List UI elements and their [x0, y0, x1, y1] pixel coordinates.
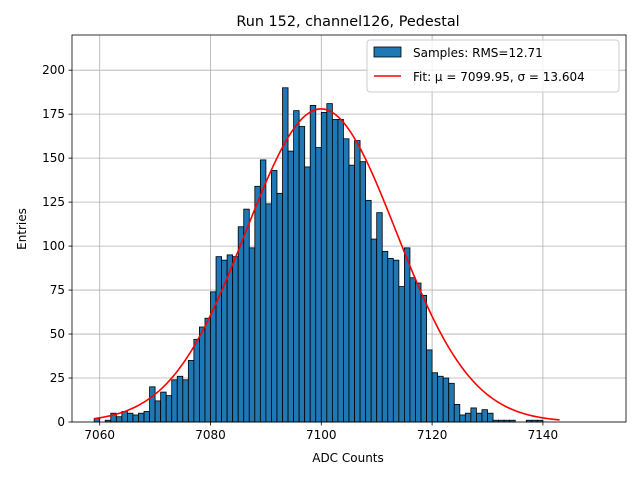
histogram-bar: [381, 250, 389, 423]
histogram-bar: [187, 360, 195, 423]
y-tick-label: 125: [42, 195, 65, 209]
histogram-bar: [215, 256, 222, 423]
histogram-bar: [453, 404, 461, 423]
x-axis-label: ADC Counts: [312, 451, 384, 465]
histogram-bar: [176, 375, 184, 423]
histogram-bar: [431, 372, 439, 423]
histogram-bar: [143, 411, 150, 423]
histogram-bar: [403, 247, 411, 423]
legend-bars-label: Samples: RMS=12.71: [413, 46, 543, 60]
histogram-bar: [265, 203, 272, 423]
histogram-bar: [127, 412, 134, 423]
histogram-bar: [459, 414, 466, 423]
y-tick-label: 200: [42, 63, 65, 77]
plot-frame: [71, 34, 627, 423]
x-tick-label: 7140: [528, 428, 559, 442]
histogram-bar: [248, 247, 256, 423]
y-axis: 0 25 50 75 100 125 150 175 200: [42, 63, 72, 429]
legend-box: [366, 39, 620, 93]
y-tick-label: 25: [50, 371, 65, 385]
histogram-bar: [365, 199, 372, 423]
histogram-bar: [193, 338, 200, 423]
histogram-bar: [470, 407, 477, 423]
histogram-bar: [448, 382, 455, 423]
histogram-bar: [243, 208, 250, 423]
histogram-bar: [326, 103, 333, 423]
histogram-bar: [320, 112, 328, 423]
histogram-bar: [426, 349, 433, 423]
histogram-bar: [276, 192, 283, 423]
histogram-bar: [149, 386, 156, 423]
histogram-bar: [442, 377, 450, 423]
histogram-bar: [392, 259, 400, 423]
histogram-bar: [237, 226, 245, 423]
y-tick-label: 0: [57, 415, 65, 429]
histogram-bar: [182, 379, 189, 423]
x-tick-label: 7120: [417, 428, 448, 442]
histogram-bar: [376, 212, 383, 423]
histogram-bar: [487, 412, 494, 423]
y-tick-label: 100: [42, 239, 65, 253]
histogram-bar: [287, 150, 294, 423]
histogram-bar: [160, 391, 167, 423]
histogram-bar: [298, 126, 306, 423]
x-tick-label: 7100: [306, 428, 337, 442]
legend-bars-swatch: [373, 46, 402, 58]
y-tick-label: 175: [42, 107, 65, 121]
legend-fit-label: Fit: μ = 7099.95, σ = 13.604: [413, 70, 585, 84]
gaussian-fit-curve: [94, 108, 560, 421]
chart-title: Run 152, channel126, Pedestal: [236, 14, 459, 30]
histogram-bar: [437, 375, 444, 423]
histogram-bar: [359, 161, 367, 423]
histogram-bar: [165, 395, 173, 423]
histogram-bar: [132, 414, 139, 423]
histogram-bar: [343, 138, 350, 423]
histogram-bar: [315, 147, 322, 423]
y-tick-label: 50: [50, 327, 65, 341]
histogram-bar: [354, 140, 361, 423]
histogram-bar: [481, 409, 488, 423]
histogram-bar: [398, 286, 405, 423]
histogram-bar: [415, 282, 422, 423]
histogram-bar: [293, 110, 300, 423]
legend: Samples: RMS=12.71 Fit: μ = 7099.95, σ =…: [366, 39, 620, 93]
histogram-bar: [232, 256, 239, 423]
histogram-bar: [331, 119, 339, 423]
histogram-bar: [370, 238, 378, 423]
histogram-bar: [409, 277, 416, 423]
histogram-bar: [337, 119, 344, 423]
x-tick-label: 7060: [84, 428, 115, 442]
x-tick-label: 7080: [195, 428, 226, 442]
histogram-bars: [93, 87, 544, 423]
histogram-bar: [138, 412, 145, 423]
histogram-bar: [476, 412, 483, 423]
histogram-bar: [464, 412, 472, 423]
histogram-bar: [154, 400, 162, 423]
histogram-bar: [420, 294, 427, 423]
histogram-bar: [271, 170, 278, 423]
histogram-bar: [387, 258, 394, 423]
x-axis: 7060 7080 7100 7120 7140: [84, 422, 558, 442]
histogram-bar: [259, 159, 267, 423]
histogram-bar: [115, 416, 123, 423]
y-tick-label: 150: [42, 151, 65, 165]
histogram-bar: [199, 326, 206, 423]
histogram-bar: [121, 411, 128, 423]
histogram-bar: [226, 254, 234, 423]
histogram-bar: [304, 166, 311, 423]
y-tick-label: 75: [50, 283, 65, 297]
histogram-bar: [348, 164, 355, 423]
histogram-bar: [171, 379, 178, 423]
y-axis-label: Entries: [15, 208, 29, 250]
histogram-bar: [210, 291, 217, 423]
histogram-bar: [254, 185, 261, 423]
histogram-bar: [309, 104, 317, 423]
histogram-bar: [204, 317, 211, 423]
